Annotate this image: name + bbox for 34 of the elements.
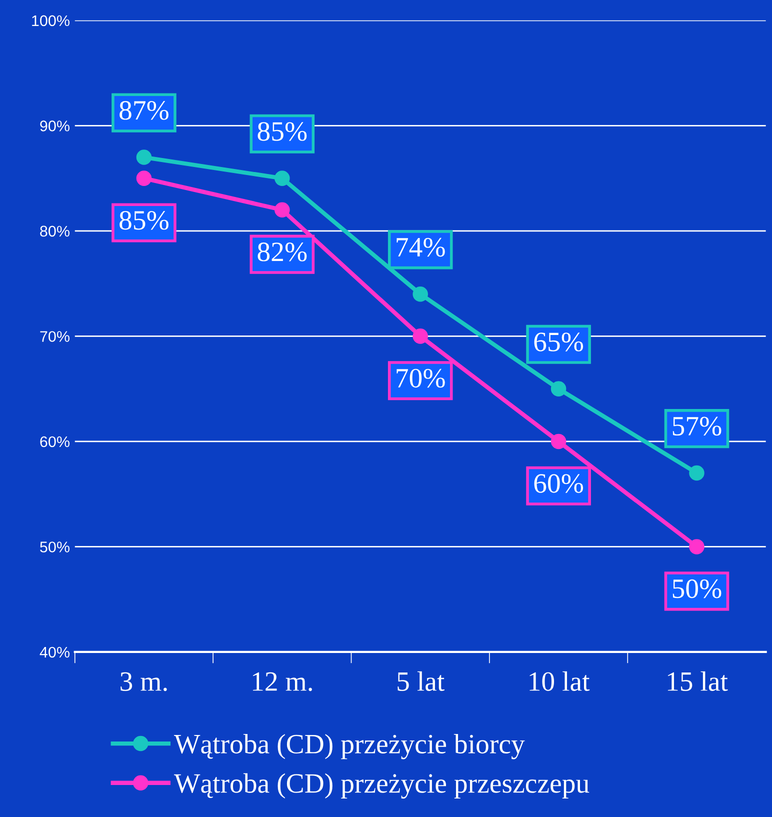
x-tick-label: 3 m. xyxy=(120,672,167,692)
data-label: 85% xyxy=(258,122,307,141)
data-label: 50% xyxy=(672,579,722,598)
point xyxy=(412,328,428,344)
y-tick-label: 70% xyxy=(40,331,70,342)
y-tick-label: 50% xyxy=(40,542,70,552)
data-label: 74% xyxy=(396,238,445,257)
point xyxy=(550,381,566,396)
data-label: 65% xyxy=(534,332,584,352)
data-label: 85% xyxy=(120,210,168,230)
legend-label: Wątroba (CD) przeżycie biorcy xyxy=(174,734,525,760)
x-tick-label: 5 lat xyxy=(398,671,444,691)
y-tick-label: 90% xyxy=(40,120,70,132)
point xyxy=(689,465,704,481)
point xyxy=(274,202,290,218)
point xyxy=(412,286,428,302)
x-tick-label: 12 m. xyxy=(252,672,312,692)
point xyxy=(136,150,152,165)
point xyxy=(274,170,290,186)
y-tick-label: 80% xyxy=(40,226,70,237)
y-tick-label: 60% xyxy=(40,436,70,448)
x-tick-label: 15 lat xyxy=(668,671,728,691)
point xyxy=(136,170,152,186)
x-tick-label: 10 lat xyxy=(530,671,590,691)
data-label: 70% xyxy=(396,368,445,388)
point xyxy=(689,539,704,554)
data-label: 82% xyxy=(258,242,307,262)
data-label: 87% xyxy=(120,101,168,120)
data-label: 60% xyxy=(534,474,584,493)
y-tick-label: 40% xyxy=(40,646,70,658)
point xyxy=(550,434,566,450)
data-label: 57% xyxy=(672,416,722,436)
y-tick-label: 100% xyxy=(32,15,70,26)
legend-label: Wątroba (CD) przeżycie przeszczepu xyxy=(174,773,590,799)
